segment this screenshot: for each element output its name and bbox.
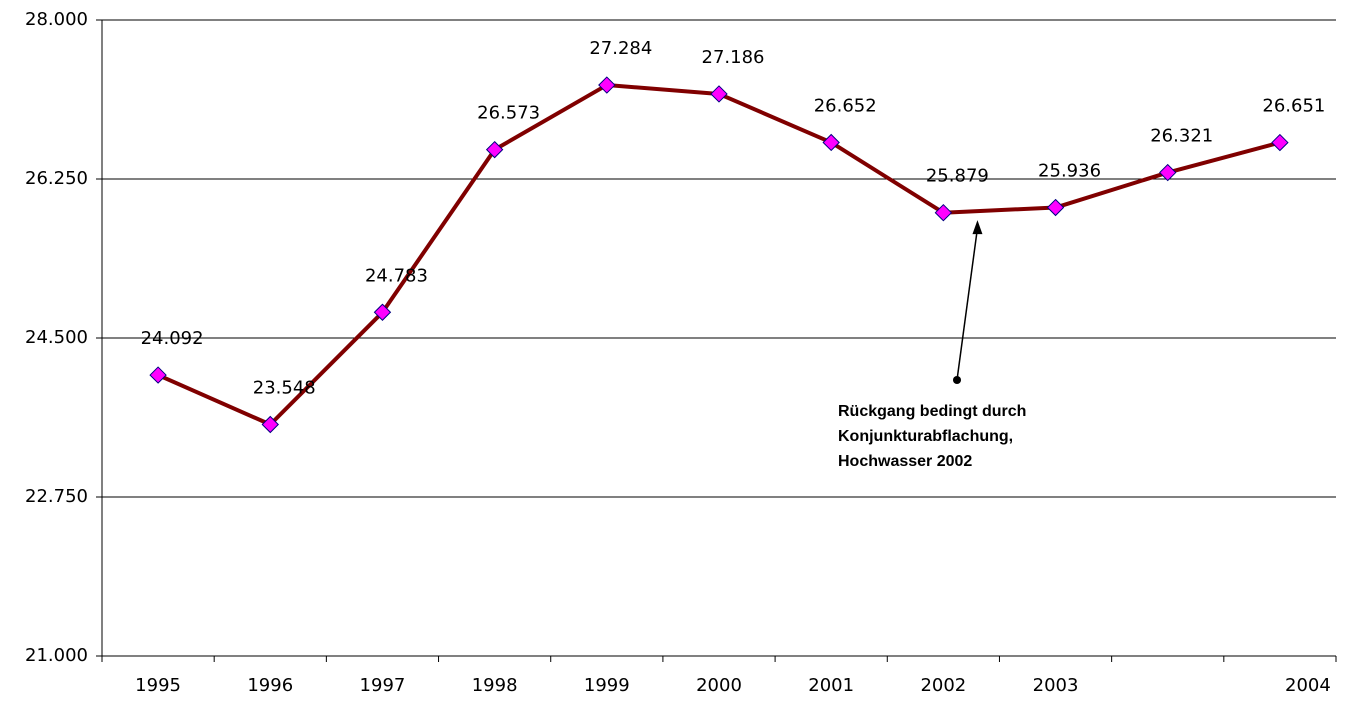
data-label: 26.651 xyxy=(1262,96,1325,117)
data-label: 26.652 xyxy=(814,95,877,116)
data-point xyxy=(934,204,953,222)
x-tick-label: 1998 xyxy=(472,675,518,696)
x-tick-label: 2001 xyxy=(808,675,854,696)
y-tick-label: 21.000 xyxy=(25,645,88,666)
x-tick-label: 2004 xyxy=(1285,675,1331,696)
annotation-text: Rückgang bedingt durch xyxy=(838,403,1026,420)
y-tick-label: 24.500 xyxy=(25,327,88,348)
x-tick-label: 1996 xyxy=(247,675,293,696)
x-tick-label: 1995 xyxy=(135,675,181,696)
y-tick-label: 22.750 xyxy=(25,486,88,507)
x-tick-label: 2002 xyxy=(920,675,966,696)
data-label: 27.284 xyxy=(589,38,652,59)
data-label: 26.321 xyxy=(1150,126,1213,147)
data-label: 24.783 xyxy=(365,265,428,286)
x-tick-label: 1999 xyxy=(584,675,630,696)
data-point xyxy=(149,366,167,384)
data-label: 26.573 xyxy=(477,103,540,124)
data-label: 25.879 xyxy=(926,166,989,187)
data-point xyxy=(1046,198,1065,217)
data-label: 25.936 xyxy=(1038,161,1101,182)
data-label: 27.186 xyxy=(702,47,765,68)
data-point xyxy=(1159,163,1177,182)
x-tick-label: 1997 xyxy=(360,675,406,696)
data-point xyxy=(261,415,279,434)
x-tick-label: 2003 xyxy=(1033,675,1079,696)
data-point xyxy=(485,140,504,159)
annotation-text: Konjunkturabflachung, xyxy=(838,428,1013,445)
x-tick-label: 2000 xyxy=(696,675,742,696)
y-tick-label: 26.250 xyxy=(25,168,88,189)
data-point xyxy=(822,133,840,152)
data-label: 24.092 xyxy=(141,328,204,349)
annotation-arrowhead xyxy=(972,220,983,235)
annotation-text: Hochwasser 2002 xyxy=(838,453,972,470)
data-point xyxy=(598,76,616,94)
data-point xyxy=(373,303,392,321)
y-tick-label: 28.000 xyxy=(25,9,88,30)
series-line xyxy=(157,83,1281,427)
data-point xyxy=(1271,133,1289,152)
annotation-arrow xyxy=(956,228,979,381)
data-point xyxy=(710,85,728,103)
data-label: 23.548 xyxy=(253,377,316,398)
